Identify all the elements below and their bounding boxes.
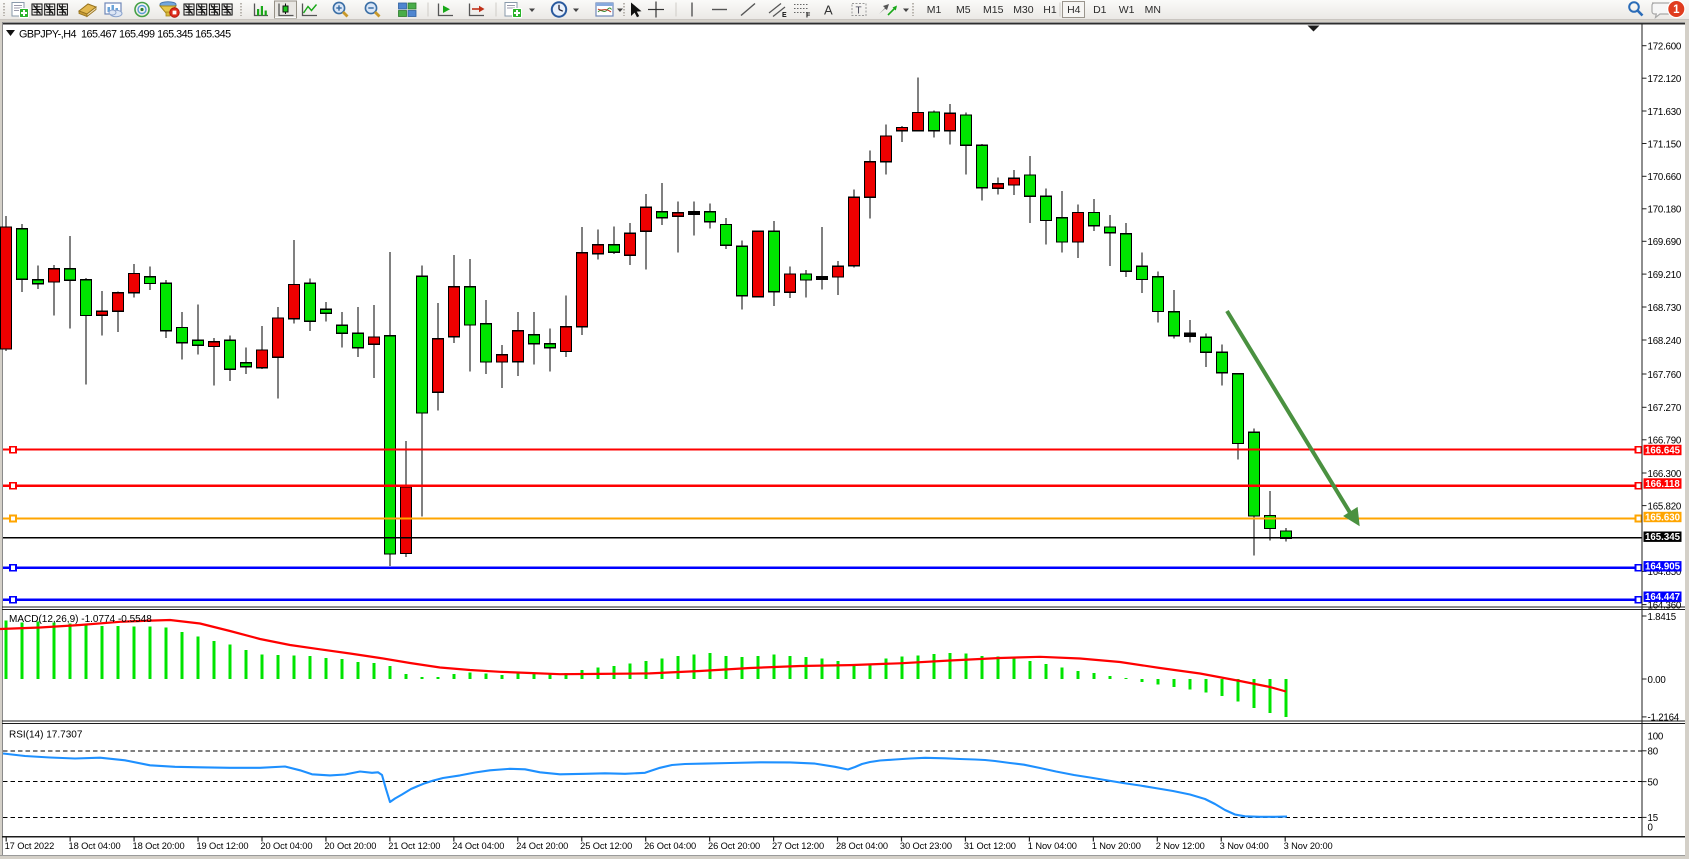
svg-text:H1: H1 bbox=[1043, 4, 1057, 16]
svg-text:0.00: 0.00 bbox=[1648, 675, 1667, 686]
svg-text:1 Nov 20:00: 1 Nov 20:00 bbox=[1092, 841, 1141, 851]
svg-text:167.270: 167.270 bbox=[1648, 403, 1682, 414]
svg-text:27 Oct 12:00: 27 Oct 12:00 bbox=[772, 841, 824, 851]
svg-text:19 Oct 12:00: 19 Oct 12:00 bbox=[196, 841, 248, 851]
svg-text:A: A bbox=[824, 3, 833, 18]
svg-text:2 Nov 12:00: 2 Nov 12:00 bbox=[1156, 841, 1205, 851]
svg-text:165.345: 165.345 bbox=[1645, 532, 1681, 543]
svg-text:18 Oct 20:00: 18 Oct 20:00 bbox=[133, 841, 185, 851]
svg-text:167.760: 167.760 bbox=[1648, 370, 1682, 381]
svg-text:M15: M15 bbox=[983, 4, 1004, 16]
svg-text:MACD(12,26,9) -1.0774 -0.5548: MACD(12,26,9) -1.0774 -0.5548 bbox=[9, 614, 152, 625]
svg-text:169.690: 169.690 bbox=[1648, 237, 1682, 248]
svg-text:3 Nov 04:00: 3 Nov 04:00 bbox=[1220, 841, 1269, 851]
svg-text:M5: M5 bbox=[956, 4, 971, 16]
svg-text:M30: M30 bbox=[1013, 4, 1034, 16]
svg-text:MN: MN bbox=[1145, 4, 1161, 16]
svg-text:28 Oct 04:00: 28 Oct 04:00 bbox=[836, 841, 888, 851]
svg-text:W1: W1 bbox=[1119, 4, 1135, 16]
svg-text:M1: M1 bbox=[927, 4, 942, 16]
svg-text:21 Oct 12:00: 21 Oct 12:00 bbox=[388, 841, 440, 851]
svg-text:166.645: 166.645 bbox=[1645, 445, 1681, 456]
svg-text:168.730: 168.730 bbox=[1648, 303, 1682, 314]
svg-text:170.660: 170.660 bbox=[1648, 172, 1682, 183]
svg-text:-1.2164: -1.2164 bbox=[1648, 713, 1680, 724]
svg-text:166.790: 166.790 bbox=[1648, 436, 1682, 447]
svg-text:20 Oct 20:00: 20 Oct 20:00 bbox=[324, 841, 376, 851]
svg-text:F: F bbox=[806, 13, 811, 20]
svg-text:164.905: 164.905 bbox=[1645, 562, 1681, 573]
svg-text:H4: H4 bbox=[1067, 4, 1081, 16]
svg-text:17 Oct 2022: 17 Oct 2022 bbox=[5, 841, 55, 851]
svg-text:18 Oct 04:00: 18 Oct 04:00 bbox=[69, 841, 121, 851]
svg-text:3 Nov 20:00: 3 Nov 20:00 bbox=[1284, 841, 1333, 851]
svg-text:RSI(14) 17.7307: RSI(14) 17.7307 bbox=[9, 730, 83, 741]
svg-text:1: 1 bbox=[1673, 4, 1680, 16]
svg-text:166.300: 166.300 bbox=[1648, 469, 1682, 480]
svg-text:164.447: 164.447 bbox=[1645, 592, 1680, 603]
svg-text:100: 100 bbox=[1648, 732, 1664, 743]
svg-text:170.180: 170.180 bbox=[1648, 205, 1682, 216]
svg-text:25 Oct 12:00: 25 Oct 12:00 bbox=[580, 841, 632, 851]
svg-text:1.8415: 1.8415 bbox=[1648, 612, 1676, 623]
svg-text:1 Nov 04:00: 1 Nov 04:00 bbox=[1028, 841, 1077, 851]
svg-text:26 Oct 20:00: 26 Oct 20:00 bbox=[708, 841, 760, 851]
svg-text:80: 80 bbox=[1648, 747, 1659, 758]
svg-text:171.630: 171.630 bbox=[1648, 107, 1682, 118]
svg-text:15: 15 bbox=[1648, 813, 1658, 824]
svg-text:26 Oct 04:00: 26 Oct 04:00 bbox=[644, 841, 696, 851]
svg-text:168.240: 168.240 bbox=[1648, 336, 1682, 347]
svg-text:169.210: 169.210 bbox=[1648, 270, 1682, 281]
svg-text:T: T bbox=[856, 6, 862, 17]
svg-text:0: 0 bbox=[1648, 822, 1654, 833]
svg-text:172.600: 172.600 bbox=[1648, 42, 1682, 53]
svg-text:30 Oct 23:00: 30 Oct 23:00 bbox=[900, 841, 952, 851]
svg-text:165.820: 165.820 bbox=[1648, 501, 1682, 512]
svg-text:164.360: 164.360 bbox=[1648, 600, 1682, 611]
svg-text:GBPJPY-,H4 165.467 165.499 16: GBPJPY-,H4 165.467 165.499 165.345 165.3… bbox=[19, 29, 231, 41]
svg-text:172.120: 172.120 bbox=[1648, 74, 1682, 85]
svg-text:50: 50 bbox=[1648, 777, 1659, 788]
svg-text:165.630: 165.630 bbox=[1645, 512, 1680, 523]
svg-text:164.850: 164.850 bbox=[1648, 567, 1682, 578]
svg-text:31 Oct 12:00: 31 Oct 12:00 bbox=[964, 841, 1016, 851]
svg-text:D1: D1 bbox=[1093, 4, 1107, 16]
svg-text:24 Oct 04:00: 24 Oct 04:00 bbox=[452, 841, 504, 851]
svg-text:E: E bbox=[782, 12, 787, 19]
svg-text:166.118: 166.118 bbox=[1645, 479, 1680, 490]
svg-text:24 Oct 20:00: 24 Oct 20:00 bbox=[516, 841, 568, 851]
svg-text:20 Oct 04:00: 20 Oct 04:00 bbox=[260, 841, 312, 851]
svg-text:171.150: 171.150 bbox=[1648, 139, 1682, 150]
